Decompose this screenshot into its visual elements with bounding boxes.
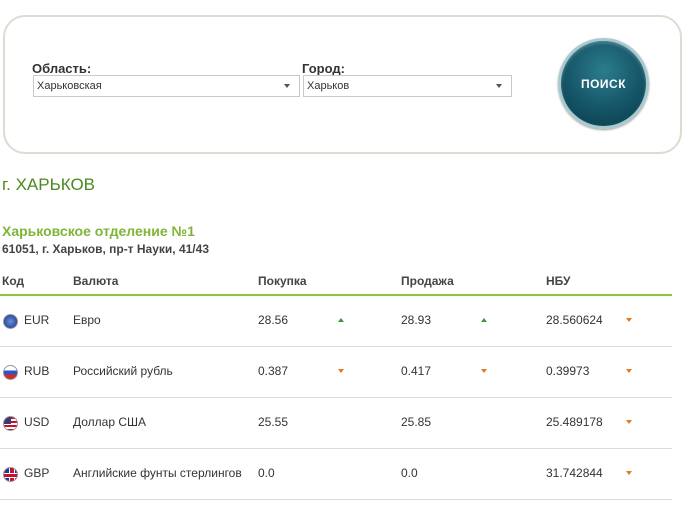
city-label: Город: — [302, 61, 345, 76]
trend-down-icon — [626, 369, 632, 373]
branch-address: 61051, г. Харьков, пр-т Науки, 41/43 — [2, 242, 209, 256]
trend-up-icon — [481, 318, 487, 322]
sell-rate: 25.85 — [401, 415, 432, 429]
trend-down-icon — [626, 420, 632, 424]
buy-rate: 25.55 — [258, 415, 289, 429]
col-header-currency: Валюта — [73, 274, 119, 288]
sell-rate: 28.93 — [401, 313, 432, 327]
trend-down-icon — [626, 471, 632, 475]
nbu-rate: 25.489178 — [546, 415, 603, 429]
currency-name: Евро — [73, 313, 101, 327]
trend-down-icon — [626, 318, 632, 322]
currency-name: Доллар США — [73, 415, 147, 429]
nbu-rate: 0.39973 — [546, 364, 590, 378]
col-header-code: Код — [2, 274, 25, 288]
trend-down-icon — [481, 369, 487, 373]
trend-up-icon — [338, 318, 344, 322]
city-select-value: Харьков — [307, 80, 350, 92]
table-row: RUB Российский рубль 0.387 0.417 0.39973 — [0, 347, 672, 398]
currency-code: RUB — [24, 364, 50, 378]
buy-rate: 0.387 — [258, 364, 289, 378]
table-row: USD Доллар США 25.55 25.85 25.489178 — [0, 398, 672, 449]
chevron-down-icon — [284, 84, 290, 88]
buy-rate: 0.0 — [258, 466, 275, 480]
buy-rate: 28.56 — [258, 313, 289, 327]
header-divider — [0, 294, 672, 296]
sell-rate: 0.417 — [401, 364, 432, 378]
city-title: г. ХАРЬКОВ — [2, 175, 96, 194]
branch-name[interactable]: Харьковское отделение №1 — [2, 223, 195, 239]
us-flag-icon — [3, 416, 18, 431]
eu-flag-icon — [3, 314, 18, 329]
region-select[interactable]: Харьковская — [33, 75, 300, 97]
table-row: EUR Евро 28.56 28.93 28.560624 — [0, 296, 672, 347]
city-select[interactable]: Харьков — [303, 75, 512, 97]
currency-code: GBP — [24, 466, 50, 480]
col-header-buy: Покупка — [258, 274, 307, 288]
currency-name: Российский рубль — [73, 364, 173, 378]
currency-code: EUR — [24, 313, 50, 327]
ru-flag-icon — [3, 365, 18, 380]
nbu-rate: 28.560624 — [546, 313, 603, 327]
currency-name: Английские фунты стерлингов — [73, 466, 242, 480]
currency-code: USD — [24, 415, 50, 429]
region-select-value: Харьковская — [37, 80, 102, 92]
sell-rate: 0.0 — [401, 466, 418, 480]
col-header-sell: Продажа — [401, 274, 454, 288]
col-header-nbu: НБУ — [546, 274, 571, 288]
trend-down-icon — [338, 369, 344, 373]
gb-flag-icon — [3, 467, 18, 482]
nbu-rate: 31.742844 — [546, 466, 603, 480]
chevron-down-icon — [496, 84, 502, 88]
table-row: GBP Английские фунты стерлингов 0.0 0.0 … — [0, 449, 672, 500]
region-label: Область: — [32, 61, 92, 76]
search-button[interactable]: ПОИСК — [558, 38, 649, 129]
